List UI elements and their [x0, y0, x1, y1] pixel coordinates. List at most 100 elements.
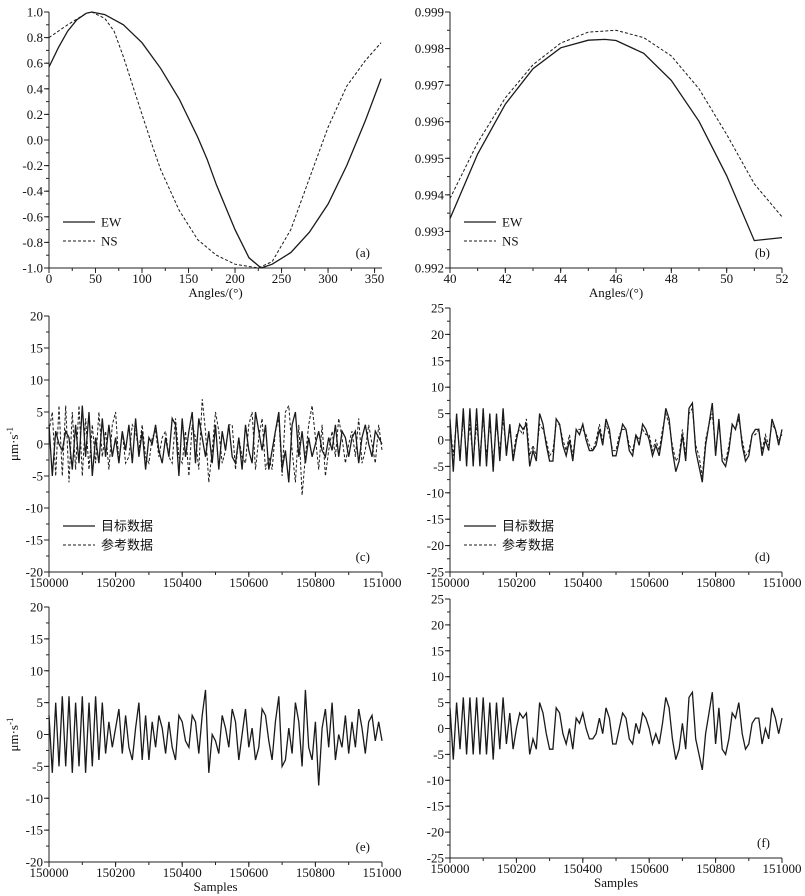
panel-e: -20 -15 -10 -5 0 5 10 15 20 150000 150200 150400 150… [5, 600, 402, 895]
x-tick-label: 150400 [563, 861, 602, 876]
y-tick-label: 5 [37, 695, 44, 710]
y-tick-label: 5 [438, 406, 445, 421]
x-tick-label: 151000 [363, 865, 402, 880]
y-tick-label: -20 [427, 825, 444, 840]
y-tick-label: -0.6 [22, 209, 43, 224]
y-tick-label: 0.0 [27, 133, 43, 148]
x-tick-label: 50 [720, 271, 733, 286]
x-tick-label: 40 [444, 271, 457, 286]
y-tick-label: -15 [427, 799, 444, 814]
x-tick-label: 44 [554, 271, 568, 286]
x-axis-title: Samples [594, 875, 638, 890]
x-tick-label: 200 [225, 271, 245, 286]
y-tick-label: 0 [37, 437, 44, 452]
x-tick-label: 150400 [163, 865, 202, 880]
y-tick-label: -0.4 [22, 184, 43, 199]
panel-c: -20 -15 -10 -5 0 5 10 15 20 150000 150200 150400 150… [5, 309, 402, 591]
x-tick-label: 150200 [497, 575, 536, 590]
y-tick-label: -20 [26, 565, 43, 580]
x-tick-label: 100 [132, 271, 152, 286]
y-tick-label: 0.6 [27, 56, 44, 71]
x-tick-label: 52 [776, 271, 789, 286]
x-tick-label: 150400 [163, 575, 202, 590]
y-tick-label: 10 [30, 663, 43, 678]
y-tick-label: 15 [30, 341, 43, 356]
x-tick-label: 150800 [696, 861, 735, 876]
panel-label: (f) [757, 835, 770, 850]
legend-label: EW [502, 215, 523, 230]
x-tick-label: 42 [499, 271, 512, 286]
panel-label: (c) [356, 549, 370, 564]
y-tick-label: 5 [37, 405, 44, 420]
y-tick-label: -10 [427, 485, 444, 500]
x-tick-label: 151000 [763, 575, 802, 590]
y-tick-label: 0.4 [27, 81, 44, 96]
x-tick-label: 46 [610, 271, 624, 286]
y-tick-label: -10 [26, 501, 43, 516]
y-tick-label: 0.995 [415, 151, 444, 166]
y-tick-label: 20 [30, 600, 43, 615]
series-line-solid [48, 11, 382, 269]
x-tick-label: 150800 [696, 575, 735, 590]
y-tick-label: 0 [37, 727, 44, 742]
y-tick-label: -5 [433, 459, 444, 474]
panel-a: -1.0 -0.8 -0.6 -0.4 -0.2 0.0 0.2 0.4 0.6 0.8 1.0 0 5… [22, 5, 384, 301]
y-tick-label: 1.0 [27, 5, 43, 20]
panel-label: (b) [755, 245, 770, 260]
x-tick-label: 150800 [296, 865, 335, 880]
y-tick-label: 20 [431, 327, 444, 342]
y-tick-label: 0.996 [415, 114, 445, 129]
x-tick-label: 150000 [431, 861, 470, 876]
x-tick-label: 150000 [30, 865, 69, 880]
legend-label: NS [101, 234, 118, 249]
series-line-solid [48, 689, 383, 786]
y-tick-label: 0 [438, 433, 445, 448]
series-line-solid [449, 690, 783, 771]
legend-label: NS [502, 234, 519, 249]
panel-label: (a) [356, 245, 370, 260]
x-tick-label: 150 [179, 271, 199, 286]
x-tick-label: 150200 [96, 575, 135, 590]
x-tick-label: 151000 [763, 861, 802, 876]
panel-label: (e) [356, 839, 370, 854]
y-tick-label: 10 [431, 669, 444, 684]
y-tick-label: 0.8 [27, 30, 43, 45]
y-tick-label: 0.998 [415, 41, 444, 56]
series-line-dashed [449, 29, 783, 218]
y-tick-label: -10 [26, 791, 43, 806]
panel-d: -25 -20 -15 -10 -5 0 5 10 15 20 25 150000 150200 1504… [427, 301, 802, 591]
y-tick-label: -5 [32, 759, 43, 774]
panel-f: -25 -20 -15 -10 -5 0 5 10 15 20 25 150000 150200 1504… [427, 592, 802, 891]
y-tick-label: 0.992 [415, 261, 444, 276]
x-axis-title: Angles/(°) [188, 285, 242, 300]
y-axis-title-unit: μm·s [6, 725, 21, 751]
y-tick-label: -5 [32, 469, 43, 484]
x-tick-label: 151000 [363, 575, 402, 590]
y-tick-label: 0 [438, 721, 445, 736]
y-axis-title-unit: μm·s [6, 435, 21, 461]
y-tick-label: 25 [431, 592, 444, 607]
y-tick-label: -0.8 [22, 235, 43, 250]
series-line-dashed [48, 399, 383, 496]
x-tick-label: 150400 [563, 575, 602, 590]
x-tick-label: 150600 [229, 865, 268, 880]
y-tick-label: -20 [427, 538, 444, 553]
y-axis-title: μm·s-1 [5, 718, 21, 752]
y-tick-label: -25 [427, 851, 444, 866]
series-line-solid [449, 38, 783, 242]
series-line-dashed [48, 11, 382, 269]
legend-label: 参考数据 [502, 538, 554, 553]
x-tick-label: 150800 [296, 575, 335, 590]
y-tick-label: 0.2 [27, 107, 43, 122]
y-tick-label: 10 [431, 380, 444, 395]
x-tick-label: 0 [46, 271, 53, 286]
panel-label: (d) [755, 549, 770, 564]
x-axis-title: Samples [193, 879, 237, 894]
series-line-solid [449, 400, 783, 483]
y-axis-title: μm·s-1 [5, 427, 21, 461]
y-tick-label: 20 [431, 617, 444, 632]
y-tick-label: 20 [30, 309, 43, 324]
y-tick-label: 0.999 [415, 5, 444, 20]
y-tick-label: -10 [427, 773, 444, 788]
legend-label: 目标数据 [502, 519, 554, 534]
